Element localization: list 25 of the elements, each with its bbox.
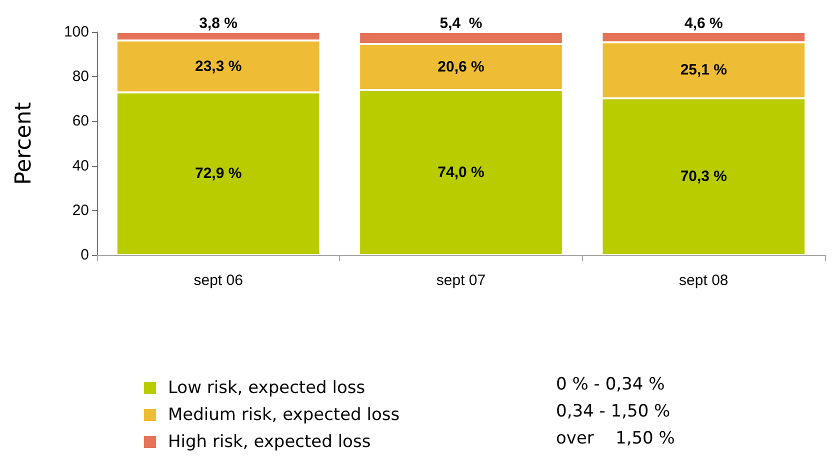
data-label: 4,6 % [684,15,723,32]
data-label: 5,4 % [440,15,482,32]
data-label: 23,3 % [194,58,242,75]
data-label: 70,3 % [680,168,728,186]
legend-label: High risk, expected loss [168,432,371,452]
text: 0 % - 0,34 % [556,374,665,394]
y-tick-label: 60 [72,112,89,130]
y-tick-label: 40 [72,157,89,174]
y-tick-label: 80 [72,68,89,86]
text: over 1,50 % [556,428,675,448]
text: 0,34 - 1,50 % [556,402,670,422]
data-label: 20,6 % [438,58,484,76]
data-label: 72,9 % [194,165,242,182]
legend-label: Medium risk, expected loss [168,405,400,425]
x-tick-label: sept 08 [679,272,728,289]
y-tick-label: 0 [80,246,89,264]
y-tick-label: 20 [72,202,89,219]
data-label: 3,8 % [199,15,238,32]
y-axis-title: Percent [12,102,36,185]
data-label: 25,1 % [680,62,728,79]
y-tick-label: 100 [64,24,89,40]
x-tick-label: sept 06 [194,272,243,289]
x-tick-label: sept 07 [436,272,486,289]
data-label: 74,0 % [438,164,484,181]
legend-label: Low risk, expected loss [168,378,366,398]
